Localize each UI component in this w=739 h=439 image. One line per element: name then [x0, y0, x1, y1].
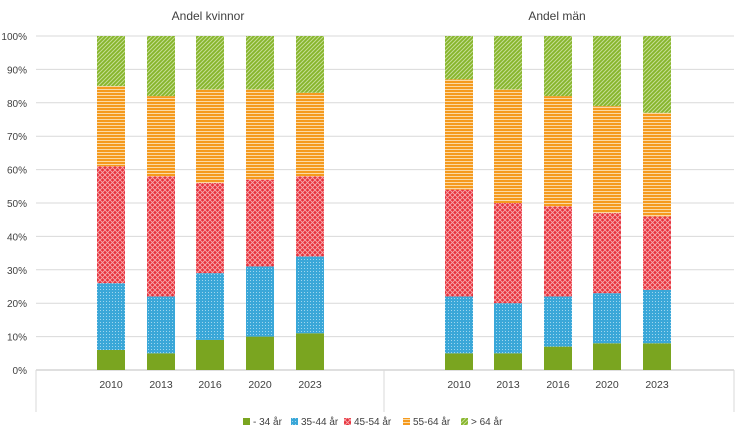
x-tick-label: 2013	[496, 379, 520, 391]
bar-segment	[147, 353, 175, 370]
y-tick-label: 20%	[7, 299, 27, 310]
bar-segment	[494, 203, 522, 304]
x-tick-label: 2020	[248, 379, 272, 391]
legend-label: 45-54 år	[354, 416, 392, 428]
legend-swatch	[403, 418, 410, 425]
bar-segment	[246, 336, 274, 370]
legend-label: 55-64 år	[413, 416, 451, 428]
x-tick-label: 2010	[447, 379, 471, 391]
bar-segment	[196, 182, 224, 274]
legend: - 34 år 35-44 år 45-54 år 55-64 år > 64 år	[243, 416, 503, 428]
bar-segment	[445, 189, 473, 297]
bar-segment	[196, 339, 224, 370]
bar-segment	[544, 96, 572, 207]
bar-segment	[643, 36, 671, 113]
bar-segment	[593, 213, 621, 294]
y-tick-label: 50%	[7, 199, 27, 210]
bar-segment	[296, 36, 324, 93]
bar-segment	[97, 283, 125, 350]
y-tick-label: 60%	[7, 166, 27, 177]
panel-title-right: Andel män	[528, 9, 585, 23]
bar-segment	[494, 36, 522, 90]
bar-segment	[544, 346, 572, 370]
bar-segment	[445, 296, 473, 354]
bar-segment	[196, 89, 224, 183]
x-tick-label: 2023	[298, 379, 322, 391]
bar-segment	[97, 86, 125, 167]
bar-segment	[544, 36, 572, 97]
legend-swatch	[291, 418, 298, 425]
bar-segment	[97, 36, 125, 87]
bar-segment	[445, 353, 473, 370]
y-tick-label: 10%	[7, 333, 27, 344]
x-tick-label: 2023	[645, 379, 669, 391]
bar-segment	[147, 176, 175, 297]
bar-segment	[246, 89, 274, 180]
bar-segment	[544, 206, 572, 297]
y-tick-label: 100%	[1, 32, 27, 43]
bar-segment	[593, 36, 621, 107]
legend-swatch	[344, 418, 351, 425]
bar-segment	[643, 289, 671, 344]
y-tick-label: 90%	[7, 65, 27, 76]
bar-segment	[445, 36, 473, 80]
x-tick-label: 2013	[149, 379, 173, 391]
bar-segment	[593, 106, 621, 214]
y-tick-label: 40%	[7, 232, 27, 243]
y-tick-label: 30%	[7, 266, 27, 277]
bar-segment	[296, 256, 324, 334]
bar-segment	[593, 293, 621, 344]
bar-segment	[643, 216, 671, 290]
x-tick-label: 2016	[198, 379, 222, 391]
bar-segment	[246, 179, 274, 267]
panel-title-left: Andel kvinnor	[172, 9, 245, 23]
bar-segment	[246, 266, 274, 337]
y-tick-label: 70%	[7, 132, 27, 143]
bar-segment	[296, 92, 324, 177]
legend-swatch	[461, 418, 468, 425]
legend-label: > 64 år	[471, 416, 503, 428]
legend-label: 35-44 år	[301, 416, 339, 428]
bar-segment	[643, 343, 671, 370]
bar-segment	[97, 349, 125, 370]
y-tick-label: 0%	[13, 366, 28, 377]
bar-segment	[494, 89, 522, 203]
bar-segment	[246, 36, 274, 90]
bar-segment	[494, 353, 522, 370]
bar-segment	[494, 303, 522, 354]
legend-swatch	[243, 418, 250, 425]
bar-segment	[643, 112, 671, 217]
x-tick-label: 2010	[99, 379, 123, 391]
bar-segment	[296, 333, 324, 370]
bar-segment	[147, 96, 175, 177]
bar-segment	[196, 36, 224, 90]
bar-segment	[97, 166, 125, 284]
bar-segment	[147, 296, 175, 354]
bar-segment	[593, 343, 621, 370]
bar-segment	[296, 176, 324, 257]
y-tick-label: 80%	[7, 99, 27, 110]
x-tick-label: 2020	[595, 379, 619, 391]
bar-segment	[544, 296, 572, 347]
legend-label: - 34 år	[253, 416, 283, 428]
x-tick-label: 2016	[546, 379, 570, 391]
bar-segment	[147, 36, 175, 97]
bar-segment	[196, 273, 224, 340]
bar-segment	[445, 79, 473, 190]
